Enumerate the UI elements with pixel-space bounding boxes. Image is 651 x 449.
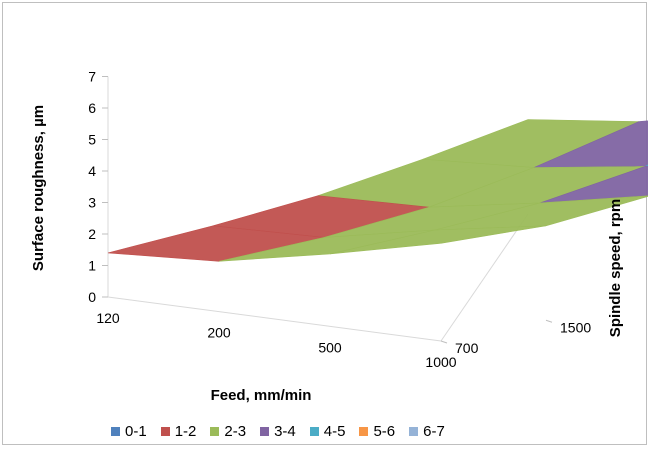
- legend-item: 2-3: [210, 423, 246, 440]
- y-axis-line: [440, 213, 529, 342]
- legend-item: 1-2: [160, 422, 197, 440]
- y-tick-label: 700: [455, 340, 479, 356]
- z-tick-label: 3: [88, 195, 96, 211]
- y-tick-mark: [440, 340, 448, 344]
- z-tick-label: 5: [88, 132, 96, 148]
- legend-item: 4-5: [309, 422, 346, 440]
- legend-swatch: [409, 426, 419, 436]
- legend-label: 4-5: [323, 422, 346, 440]
- x-axis-ticks: 120 200 500 1000: [96, 310, 456, 370]
- z-tick-label: 1: [88, 258, 96, 274]
- surface-plot: [107, 119, 648, 262]
- x-axis-line: [107, 296, 442, 342]
- y-tick-label: 1500: [560, 319, 591, 335]
- legend-swatch: [210, 426, 220, 436]
- legend-label: 0-1: [125, 422, 147, 440]
- chart-legend: 0-1 1-2 2-3 3-4 4-5 5-6 6-7: [111, 421, 459, 441]
- legend-label: 5-6: [373, 422, 396, 440]
- z-axis-ticks: 0 1 2 3 4 5 6 7: [88, 69, 108, 305]
- legend-swatch: [359, 426, 369, 436]
- z-tick-label: 6: [88, 100, 96, 116]
- legend-label: 1-2: [174, 422, 197, 440]
- z-tick-label: 4: [88, 163, 96, 179]
- y-axis-ticks: 7001500200030004000: [440, 319, 591, 356]
- x-tick-label: 120: [96, 310, 120, 326]
- x-tick-label: 500: [318, 339, 342, 355]
- y-tick-mark: [545, 319, 553, 323]
- y-axis-title: Spindle speed, rpm: [607, 199, 624, 337]
- legend-swatch: [309, 426, 319, 436]
- z-tick-label: 0: [88, 289, 96, 305]
- surface-patch: [329, 225, 547, 255]
- x-tick-label: 200: [207, 325, 231, 341]
- legend-item: 5-6: [359, 423, 395, 440]
- legend-swatch: [111, 426, 120, 436]
- x-tick-label: 1000: [425, 354, 456, 370]
- legend-label: 6-7: [423, 422, 445, 440]
- z-tick-label: 7: [88, 69, 96, 85]
- legend-swatch: [160, 426, 170, 436]
- legend-swatch: [260, 426, 270, 436]
- chart-axes: [107, 76, 529, 342]
- z-axis-title: Surface roughness, µm: [30, 105, 47, 271]
- legend-label: 2-3: [224, 422, 247, 440]
- legend-item: 6-7: [409, 423, 445, 440]
- legend-item: 0-1: [111, 423, 147, 440]
- legend-label: 3-4: [274, 422, 296, 440]
- z-tick-label: 2: [88, 226, 96, 242]
- x-axis-title: Feed, mm/min: [211, 387, 312, 404]
- legend-item: 3-4: [260, 423, 296, 440]
